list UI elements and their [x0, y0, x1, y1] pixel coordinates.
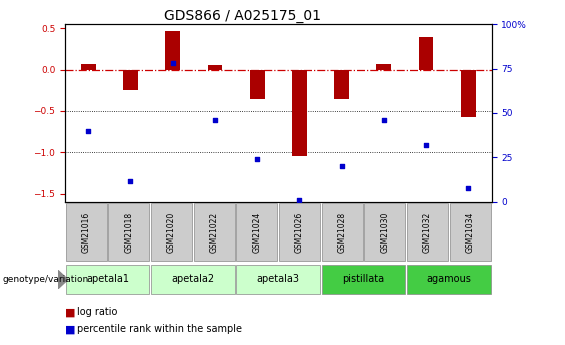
Point [168, 60, 177, 66]
Bar [322, 265, 405, 294]
Text: apetala2: apetala2 [171, 275, 215, 284]
Text: GSM21022: GSM21022 [210, 211, 219, 253]
Point [210, 117, 219, 123]
Bar [322, 203, 363, 261]
Bar [407, 203, 448, 261]
Text: GSM21018: GSM21018 [124, 211, 133, 253]
Point [126, 178, 135, 183]
Bar [108, 203, 149, 261]
Polygon shape [58, 270, 68, 289]
Bar [207, 66, 222, 70]
Bar [450, 203, 490, 261]
Bar [151, 203, 192, 261]
Text: GSM21016: GSM21016 [82, 211, 91, 253]
Text: GSM21030: GSM21030 [380, 211, 389, 253]
Bar [66, 265, 149, 294]
Bar [334, 70, 349, 99]
Point [253, 156, 262, 162]
Text: ■: ■ [65, 325, 76, 334]
Bar [407, 265, 490, 294]
Text: GSM21020: GSM21020 [167, 211, 176, 253]
Bar [151, 265, 234, 294]
Point [295, 197, 304, 203]
Bar [166, 31, 180, 70]
Text: GSM21028: GSM21028 [338, 211, 347, 253]
Bar [250, 70, 264, 99]
Bar [279, 203, 320, 261]
Bar [237, 203, 277, 261]
Text: GSM21034: GSM21034 [466, 211, 475, 253]
Bar [66, 203, 107, 261]
Text: GDS866 / A025175_01: GDS866 / A025175_01 [164, 9, 321, 23]
Text: ■: ■ [65, 307, 76, 317]
Text: genotype/variation: genotype/variation [3, 275, 89, 284]
Bar [81, 64, 95, 70]
Text: percentile rank within the sample: percentile rank within the sample [77, 325, 242, 334]
Point [421, 142, 431, 148]
Bar [292, 70, 307, 156]
Bar [237, 265, 320, 294]
Bar [376, 64, 391, 70]
Text: GSM21032: GSM21032 [423, 211, 432, 253]
Point [84, 128, 93, 134]
Text: apetala1: apetala1 [86, 275, 129, 284]
Text: GSM21024: GSM21024 [253, 211, 262, 253]
Point [379, 117, 388, 123]
Text: GSM21026: GSM21026 [295, 211, 304, 253]
Bar [123, 70, 138, 90]
Bar [364, 203, 405, 261]
Text: agamous: agamous [427, 275, 471, 284]
Point [464, 185, 473, 190]
Point [337, 164, 346, 169]
Text: log ratio: log ratio [77, 307, 118, 317]
Bar [194, 203, 234, 261]
Text: apetala3: apetala3 [257, 275, 300, 284]
Bar [419, 37, 433, 70]
Text: pistillata: pistillata [342, 275, 385, 284]
Bar [461, 70, 476, 117]
